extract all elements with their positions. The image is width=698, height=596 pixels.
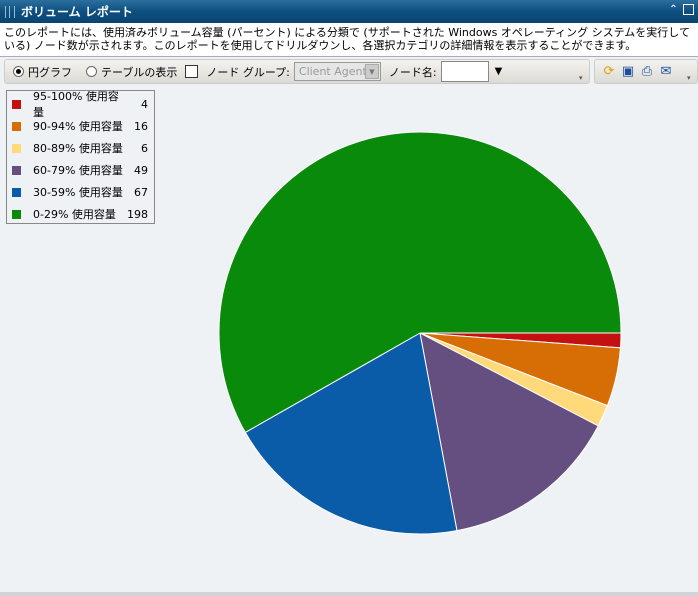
refresh-icon[interactable]: ⟳ bbox=[603, 63, 615, 79]
legend-label: 80-89% 使用容量 bbox=[33, 142, 123, 155]
legend-value: 6 bbox=[141, 141, 148, 155]
legend-label: 95-100% 使用容量 bbox=[33, 90, 119, 119]
node-group-value: Client Agent bbox=[298, 65, 367, 78]
legend-item[interactable]: 30-59% 使用容量 67 bbox=[7, 181, 154, 203]
legend-item[interactable]: 0-29% 使用容量 198 bbox=[7, 203, 154, 225]
pie-chart-radio[interactable] bbox=[13, 66, 24, 77]
legend-label: 30-59% 使用容量 bbox=[33, 186, 123, 199]
legend-swatch bbox=[12, 121, 21, 131]
legend-swatch bbox=[12, 187, 21, 197]
pie-slice[interactable] bbox=[218, 131, 622, 434]
node-name-input[interactable] bbox=[440, 61, 489, 82]
table-view-radio[interactable] bbox=[86, 66, 97, 77]
legend-label: 90-94% 使用容量 bbox=[33, 120, 123, 133]
report-description: このレポートには、使用済みボリューム容量 (パーセント) による分類で (サポー… bbox=[0, 23, 698, 57]
node-name-label: ノード名: bbox=[388, 65, 437, 79]
pie-chart-label: 円グラフ bbox=[28, 65, 72, 79]
save-icon[interactable]: ▣ bbox=[621, 63, 635, 79]
legend-value: 16 bbox=[134, 119, 148, 133]
legend-item[interactable]: 90-94% 使用容量 16 bbox=[7, 115, 154, 137]
table-view-label: テーブルの表示 bbox=[101, 65, 178, 79]
chart-legend: 95-100% 使用容量 4 90-94% 使用容量 16 80-89% 使用容量 6 60… bbox=[6, 90, 155, 224]
node-group-select[interactable]: Client Agent ▼ bbox=[293, 62, 381, 81]
print-icon[interactable]: ⎙ bbox=[641, 63, 653, 79]
drag-handle-icon[interactable] bbox=[5, 5, 15, 18]
report-title: ボリューム レポート bbox=[21, 5, 133, 19]
legend-item[interactable]: 60-79% 使用容量 49 bbox=[7, 159, 154, 181]
title-bar: ボリューム レポート ⌃ bbox=[0, 0, 698, 23]
legend-value: 198 bbox=[127, 207, 148, 221]
legend-item[interactable]: 95-100% 使用容量 4 bbox=[7, 90, 154, 119]
action-toolbar: ⟳ ▣ ⎙ ✉ ▾ bbox=[594, 59, 698, 84]
legend-label: 60-79% 使用容量 bbox=[33, 164, 123, 177]
maximize-icon[interactable] bbox=[683, 4, 694, 15]
legend-swatch bbox=[12, 99, 21, 109]
filter-toolbar: 円グラフ テーブルの表示 ノード グループ: Client Agent ▼ ノード… bbox=[4, 59, 590, 84]
legend-value: 4 bbox=[141, 97, 148, 111]
legend-swatch bbox=[12, 209, 21, 219]
pie-slice[interactable] bbox=[244, 332, 458, 535]
node-name-dropdown-icon[interactable]: ▼ bbox=[494, 66, 503, 77]
legend-value: 49 bbox=[134, 163, 148, 177]
chevron-down-icon: ▼ bbox=[364, 64, 379, 79]
collapse-icon[interactable]: ⌃ bbox=[669, 4, 678, 15]
overflow-icon[interactable]: ▾ bbox=[687, 74, 691, 82]
bottom-border bbox=[0, 592, 698, 596]
legend-swatch bbox=[12, 165, 21, 175]
email-icon[interactable]: ✉ bbox=[660, 63, 672, 79]
pie-slice[interactable] bbox=[419, 332, 599, 532]
legend-value: 67 bbox=[134, 185, 148, 199]
node-group-label: ノード グループ: bbox=[206, 65, 290, 79]
node-group-checkbox[interactable] bbox=[185, 65, 199, 78]
overflow-icon[interactable]: ▾ bbox=[579, 74, 583, 82]
legend-label: 0-29% 使用容量 bbox=[33, 208, 116, 221]
legend-swatch bbox=[12, 143, 21, 153]
legend-item[interactable]: 80-89% 使用容量 6 bbox=[7, 137, 154, 159]
